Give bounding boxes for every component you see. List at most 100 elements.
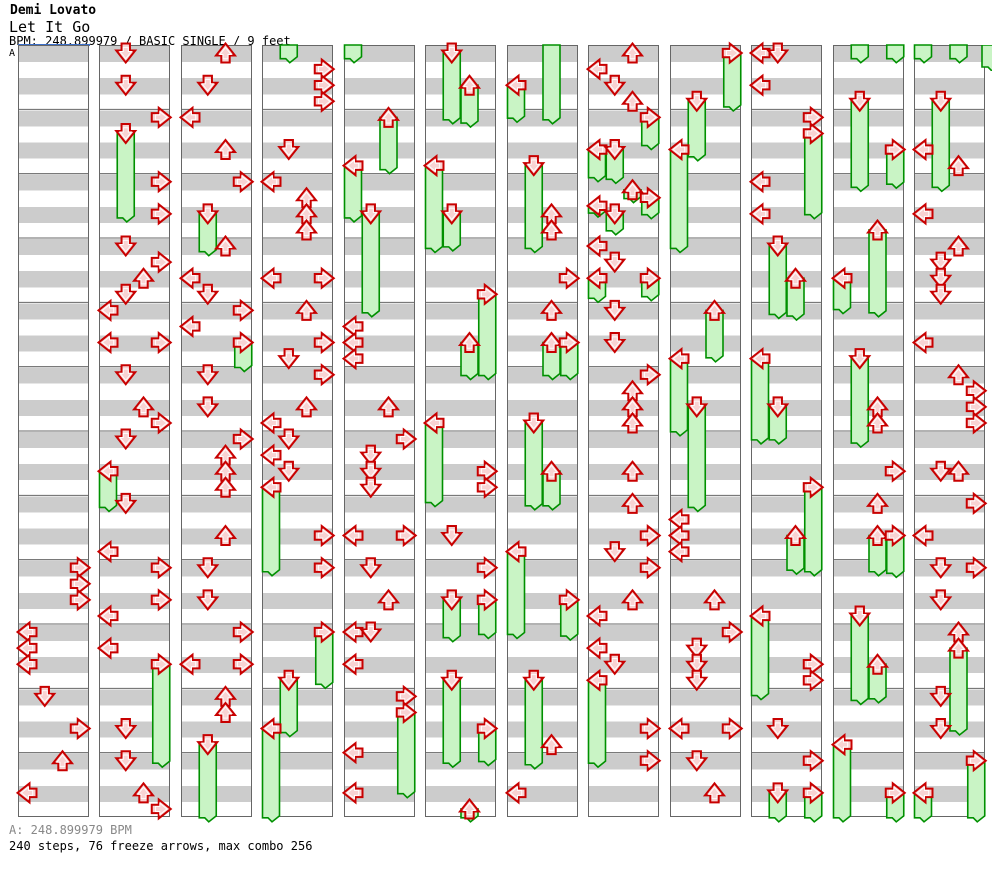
artist-name: Demi Lovato	[10, 3, 97, 18]
freeze-bar	[803, 132, 823, 220]
note-arrow-r	[477, 556, 499, 580]
note-arrow-l	[341, 154, 364, 178]
note-arrow-l	[341, 330, 364, 355]
note-arrow-u	[621, 41, 645, 64]
note-arrow-r	[395, 684, 418, 708]
note-arrow-d	[847, 605, 871, 628]
note-arrow-u	[621, 379, 645, 402]
note-arrow-u	[50, 749, 75, 772]
note-arrow-u	[783, 267, 808, 289]
note-arrow-r	[232, 170, 255, 194]
note-arrow-l	[586, 194, 608, 218]
note-arrow-l	[586, 636, 608, 660]
note-arrow-u	[295, 186, 319, 209]
note-arrow-d	[114, 42, 138, 65]
note-arrow-d	[929, 251, 953, 274]
song-title: Let It Go	[9, 18, 91, 36]
note-arrow-l	[97, 330, 119, 355]
freeze-tail	[279, 44, 299, 64]
note-arrow-d	[684, 396, 708, 418]
note-arrow-r	[884, 523, 906, 548]
freeze-bar	[262, 727, 281, 823]
note-arrow-r	[314, 57, 336, 81]
freeze-bar	[524, 679, 543, 770]
note-arrow-d	[603, 332, 627, 354]
freeze-bar	[198, 743, 217, 823]
note-arrow-l	[341, 347, 364, 371]
note-arrow-l	[504, 781, 527, 805]
note-arrow-d	[358, 476, 383, 499]
note-arrow-r	[232, 427, 255, 451]
note-arrow-r	[802, 652, 825, 676]
note-arrow-r	[395, 700, 418, 725]
note-arrow-d	[358, 444, 383, 467]
note-arrow-d	[766, 235, 790, 258]
note-arrow-u	[702, 299, 726, 321]
note-arrow-u	[213, 41, 237, 64]
note-arrow-d	[277, 139, 301, 161]
note-arrow-r	[314, 556, 336, 580]
freeze-bar	[524, 164, 543, 254]
note-arrow-d	[684, 90, 708, 113]
note-arrow-r	[151, 556, 173, 580]
freeze-tail	[849, 44, 869, 64]
note-arrow-r	[802, 105, 825, 129]
note-arrow-d	[114, 283, 138, 306]
footer-bpm-line: A: 248.899979 BPM	[9, 823, 132, 837]
footer-stats-line: 240 steps, 76 freeze arrows, max combo 2…	[9, 839, 313, 853]
note-arrow-d	[277, 669, 301, 692]
note-arrow-u	[295, 395, 319, 418]
chart-column-4	[260, 44, 336, 823]
note-arrow-d	[684, 669, 708, 692]
note-arrow-d	[358, 557, 383, 579]
note-arrow-d	[521, 412, 546, 435]
freeze-bar	[442, 679, 462, 769]
note-arrow-d	[603, 203, 627, 225]
note-arrow-l	[341, 781, 364, 805]
note-arrow-u	[946, 620, 971, 643]
chart-column-12	[911, 44, 988, 823]
note-arrow-u	[702, 588, 726, 611]
note-arrow-u	[865, 218, 889, 241]
freeze-bar	[262, 486, 281, 577]
freeze-bar	[803, 486, 823, 577]
note-arrow-d	[114, 74, 138, 97]
note-arrow-l	[97, 636, 119, 660]
note-arrow-r	[477, 588, 499, 612]
note-arrow-u	[132, 267, 156, 289]
note-arrow-d	[929, 589, 953, 611]
note-arrow-l	[911, 523, 934, 548]
chart-column-3	[178, 41, 255, 823]
note-arrow-d	[277, 428, 301, 451]
note-arrow-d	[114, 750, 138, 772]
note-arrow-l	[15, 636, 38, 660]
note-arrow-r	[965, 395, 988, 419]
note-arrow-r	[802, 781, 825, 805]
note-arrow-d	[114, 235, 138, 258]
freeze-tail	[541, 44, 561, 125]
note-arrow-d	[766, 396, 790, 418]
note-arrow-r	[151, 652, 173, 676]
note-arrow-r	[314, 266, 336, 290]
note-arrow-r	[965, 556, 988, 580]
note-arrow-l	[97, 604, 119, 628]
note-arrow-r	[477, 716, 499, 741]
note-arrow-u	[376, 106, 400, 128]
note-arrow-d	[929, 557, 953, 579]
freeze-bar	[949, 647, 968, 737]
note-arrow-d	[114, 718, 138, 740]
note-arrow-l	[178, 314, 201, 339]
freeze-bar	[931, 100, 950, 193]
chart-column-7	[504, 44, 581, 817]
note-arrow-u	[946, 234, 971, 257]
note-arrow-r	[151, 202, 173, 226]
freeze-bar	[116, 132, 136, 223]
note-arrow-l	[586, 668, 608, 692]
section-a-label: A	[9, 48, 16, 59]
note-arrow-r	[558, 588, 581, 612]
note-arrow-d	[196, 203, 220, 225]
freeze-bar	[587, 679, 607, 769]
freeze-bar	[832, 743, 851, 823]
note-arrow-l	[423, 154, 445, 178]
note-arrow-r	[965, 749, 988, 773]
